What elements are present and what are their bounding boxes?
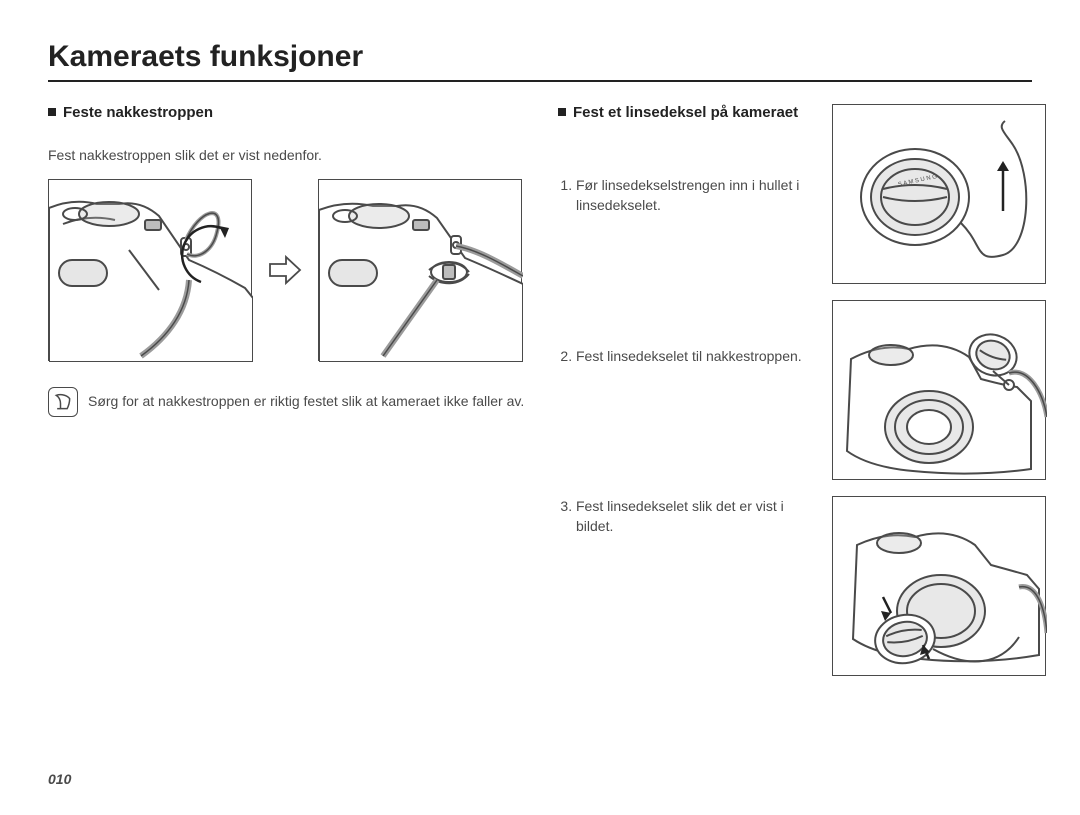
step-2: Fest linsedekselet til nakkestroppen. <box>576 346 818 366</box>
page-title: Kameraets funksjoner <box>48 40 1032 82</box>
lenscap-steps: Før linsedekselstrengen inn i hullet i l… <box>558 175 818 536</box>
step-1: Før linsedekselstrengen inn i hullet i l… <box>576 175 818 216</box>
bullet-icon <box>558 108 566 116</box>
left-intro-text: Fest nakkestroppen slik det er vist nede… <box>48 145 538 165</box>
page-number: 010 <box>48 771 71 787</box>
lenscap-illustration-2 <box>832 300 1046 480</box>
strap-illustration-1 <box>48 179 252 361</box>
bullet-icon <box>48 108 56 116</box>
strap-illustration-row <box>48 179 538 361</box>
right-subheading-text: Fest et linsedeksel på kameraet <box>573 104 798 121</box>
step-3: Fest linsedekselet slik det er vist i bi… <box>576 496 818 537</box>
lenscap-illustration-3 <box>832 496 1046 676</box>
note-text: Sørg for at nakkestroppen er riktig fest… <box>88 387 524 411</box>
left-subheading: Feste nakkestroppen <box>48 104 538 121</box>
lenscap-illustration-1: S A M S U N G <box>832 104 1046 284</box>
left-subheading-text: Feste nakkestroppen <box>63 104 213 121</box>
strap-illustration-2 <box>318 179 522 361</box>
caution-note: Sørg for at nakkestroppen er riktig fest… <box>48 387 538 417</box>
right-subheading: Fest et linsedeksel på kameraet <box>558 104 818 121</box>
note-icon <box>48 387 78 417</box>
sequence-arrow-icon <box>266 251 304 289</box>
